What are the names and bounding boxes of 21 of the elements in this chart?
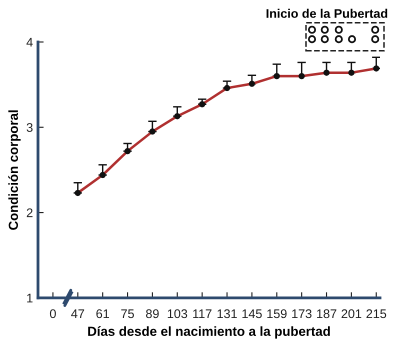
x-tick-label: 159 xyxy=(267,309,287,318)
x-tick-label: 215 xyxy=(366,309,386,318)
y-tick-label: 3 xyxy=(26,123,33,132)
x-tick-label: 0 xyxy=(50,309,56,318)
x-tick-label: 145 xyxy=(242,309,262,318)
x-tick-label: 131 xyxy=(218,309,237,318)
x-tick-label: 75 xyxy=(121,309,134,318)
x-axis-title: Días desde el nacimiento a la pubertad xyxy=(88,326,330,339)
x-tick-label: 47 xyxy=(71,309,84,318)
x-tick-label: 201 xyxy=(342,309,362,318)
x-tick-label: 61 xyxy=(96,309,110,318)
x-tick-label: 173 xyxy=(292,309,312,318)
text: Inicio de la Pubertad xyxy=(266,8,388,18)
y-tick-label: 1 xyxy=(27,294,33,302)
x-tick-label: 89 xyxy=(146,309,159,318)
y-axis-title: Condición corporal xyxy=(8,110,21,230)
x-tick-label: 187 xyxy=(317,309,336,318)
x-tick-label: 103 xyxy=(168,309,188,318)
x-tick-label: 117 xyxy=(193,309,212,318)
y-tick-label: 4 xyxy=(26,38,33,47)
y-tick-label: 2 xyxy=(26,208,33,218)
